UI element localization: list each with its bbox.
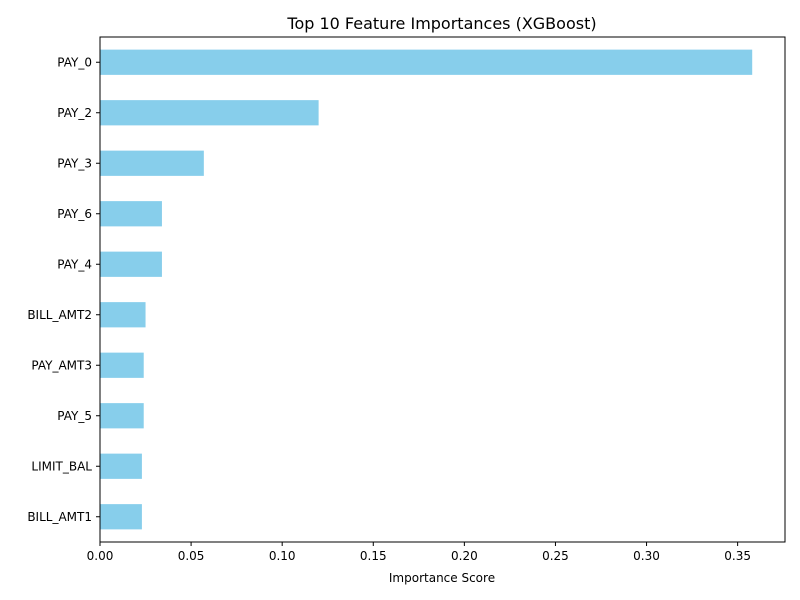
bar-pay-4 bbox=[100, 251, 162, 277]
bar-pay-6 bbox=[100, 201, 162, 227]
x-tick-label: 0.15 bbox=[360, 549, 387, 563]
y-tick-label: LIMIT_BAL bbox=[31, 459, 92, 473]
y-tick-label: PAY_4 bbox=[57, 257, 92, 271]
x-tick-label: 0.20 bbox=[451, 549, 478, 563]
y-tick-label: PAY_0 bbox=[57, 55, 92, 69]
bar-limit-bal bbox=[100, 453, 142, 479]
bar-bill-amt2 bbox=[100, 302, 146, 328]
plot-frame bbox=[99, 36, 786, 543]
x-tick-label: 0.00 bbox=[87, 549, 114, 563]
y-tick-label: PAY_2 bbox=[57, 106, 92, 120]
bar-pay-0 bbox=[100, 49, 753, 75]
bar-pay-3 bbox=[100, 150, 204, 176]
y-tick-label: PAY_AMT3 bbox=[31, 358, 92, 372]
bar-pay-5 bbox=[100, 403, 144, 429]
y-axis-ticks: PAY_0 PAY_2 PAY_3 PAY_6 PAY_4 BILL_AMT2 PAY_AM… bbox=[27, 55, 100, 524]
x-tick-label: 0.05 bbox=[178, 549, 205, 563]
x-tick-label: 0.25 bbox=[542, 549, 569, 563]
x-tick-label: 0.35 bbox=[724, 549, 751, 563]
bars-layer bbox=[100, 49, 753, 530]
chart-title: Top 10 Feature Importances (XGBoost) bbox=[286, 14, 596, 33]
x-tick-label: 0.10 bbox=[269, 549, 296, 563]
x-axis-ticks: 0.00 0.05 0.10 0.15 0.20 0.25 0.30 0.35 bbox=[87, 542, 751, 563]
bar-pay-2 bbox=[100, 100, 319, 126]
y-tick-label: PAY_3 bbox=[57, 156, 92, 170]
bar-bill-amt1 bbox=[100, 504, 142, 530]
y-tick-label: PAY_5 bbox=[57, 409, 92, 423]
y-tick-label: PAY_6 bbox=[57, 207, 92, 221]
y-tick-label: BILL_AMT2 bbox=[27, 308, 92, 322]
x-axis-label: Importance Score bbox=[389, 571, 495, 585]
y-tick-label: BILL_AMT1 bbox=[27, 510, 92, 524]
x-tick-label: 0.30 bbox=[633, 549, 660, 563]
bar-pay-amt3 bbox=[100, 352, 144, 378]
